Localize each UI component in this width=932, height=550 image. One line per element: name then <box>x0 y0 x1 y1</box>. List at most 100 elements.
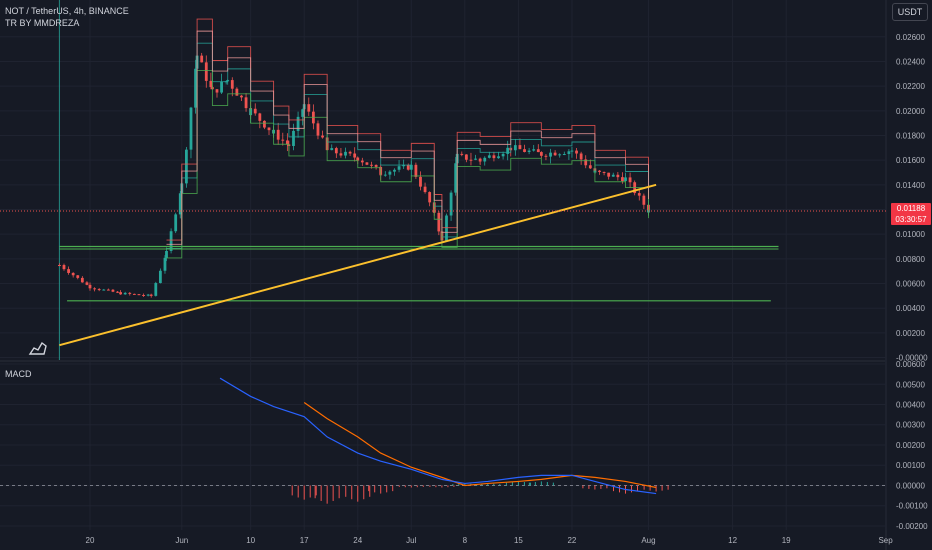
price-candle <box>93 288 96 290</box>
price-candle <box>58 265 61 267</box>
price-candle <box>123 292 127 295</box>
price-candle <box>611 174 615 177</box>
price-candle <box>370 164 373 166</box>
price-candle <box>76 275 80 278</box>
macd-label[interactable]: MACD <box>5 369 32 379</box>
price-candle <box>285 140 289 145</box>
time-tick-label: 22 <box>567 536 576 545</box>
price-tick-label: 0.01600 <box>896 156 925 165</box>
price-candle <box>642 195 646 205</box>
price-candle <box>240 95 243 98</box>
price-candle <box>518 145 522 150</box>
tradingview-logo-icon <box>28 340 48 356</box>
price-candle <box>423 186 427 193</box>
price-candle <box>154 283 158 296</box>
price-candle <box>253 108 257 114</box>
price-candle <box>301 109 305 117</box>
macd-tick-label: 0.00100 <box>896 461 925 470</box>
price-candle <box>235 88 239 96</box>
price-candle <box>307 104 311 112</box>
last-price-value: 0.01188 <box>896 204 926 213</box>
price-candle <box>137 294 141 296</box>
price-axis[interactable]: 0.02600 0.02400 0.02200 0.02000 0.01800 0.016… <box>896 33 928 363</box>
price-candle <box>628 177 632 183</box>
price-candle <box>356 157 360 161</box>
price-candle <box>67 269 70 273</box>
price-candle <box>607 172 611 177</box>
macd-signal-line <box>303 401 657 489</box>
price-candle <box>146 294 150 296</box>
price-candle <box>169 231 173 251</box>
price-candle <box>428 192 432 203</box>
indicator-label[interactable]: TR BY MMDREZA <box>5 18 80 28</box>
price-tick-label: -0.00000 <box>896 354 928 363</box>
macd-tick-label: 0.00600 <box>896 360 925 369</box>
price-candle <box>513 145 517 151</box>
bar-countdown: 03:30:57 <box>895 215 927 224</box>
price-candle <box>501 153 505 157</box>
price-candle <box>178 193 182 215</box>
price-tick-label: 0.01400 <box>896 181 925 190</box>
price-candle <box>393 169 396 172</box>
price-candle <box>263 120 266 128</box>
price-candle <box>549 152 552 157</box>
price-candle <box>132 293 136 295</box>
price-candle <box>334 148 338 154</box>
price-tick-label: 0.02000 <box>896 107 925 116</box>
price-tick-label: 0.00400 <box>896 304 925 313</box>
price-candle <box>483 157 487 162</box>
price-candle <box>348 151 352 154</box>
macd-tick-label: 0.00000 <box>896 481 925 490</box>
time-axis[interactable]: 20 Jun 10 17 24 Jul 8 15 22 Aug 12 19 Sep <box>86 536 894 545</box>
price-candle <box>374 164 378 167</box>
price-candle <box>365 162 369 165</box>
price-tick-label: 0.02600 <box>896 33 925 42</box>
price-candle <box>624 177 627 182</box>
price-candle <box>523 149 526 152</box>
price-candle <box>598 170 601 172</box>
symbol-title: NOT / TetherUS, 4h, BINANCE <box>5 6 129 16</box>
macd-tick-label: 0.00300 <box>896 421 925 430</box>
price-candle <box>163 257 167 271</box>
price-pane[interactable] <box>0 0 886 360</box>
price-candle <box>184 149 188 184</box>
last-price-tag: 0.01188 03:30:57 <box>891 203 931 225</box>
time-tick-label: 10 <box>246 536 255 545</box>
macd-tick-label: 0.00500 <box>896 380 925 389</box>
price-candle <box>536 149 540 153</box>
price-tick-label: 0.00200 <box>896 329 925 338</box>
macd-tick-label: -0.00200 <box>896 522 928 531</box>
price-candle <box>460 153 464 155</box>
price-candle <box>602 171 606 173</box>
price-candle <box>437 212 441 232</box>
price-candle <box>142 294 145 296</box>
price-candle <box>506 147 510 154</box>
price-candle <box>402 164 406 167</box>
macd-axis: 0.00600 0.00500 0.00400 0.00300 0.00200 0.001… <box>896 360 928 531</box>
price-candle <box>527 150 531 152</box>
price-candle <box>570 150 574 152</box>
time-tick-label: 8 <box>463 536 468 545</box>
price-candle <box>383 174 387 176</box>
time-tick-label: 20 <box>86 536 95 545</box>
price-candle <box>478 160 482 162</box>
macd-pane[interactable] <box>0 377 886 504</box>
price-candle <box>258 113 262 121</box>
macd-line <box>219 377 657 495</box>
price-candle <box>149 294 153 296</box>
price-candle <box>85 282 89 285</box>
currency-button[interactable]: USDT <box>892 3 928 21</box>
price-candle <box>111 289 115 292</box>
trendline <box>59 183 657 347</box>
price-candle <box>158 270 162 284</box>
price-candle <box>220 81 223 93</box>
price-candle <box>204 62 208 81</box>
price-candle <box>464 154 468 160</box>
price-tick-label: 0.02200 <box>896 82 925 91</box>
price-candle <box>62 265 66 270</box>
time-tick-label: 19 <box>782 536 791 545</box>
price-candle <box>209 80 213 88</box>
macd-tick-label: 0.00200 <box>896 441 925 450</box>
time-tick-label: 12 <box>728 536 737 545</box>
